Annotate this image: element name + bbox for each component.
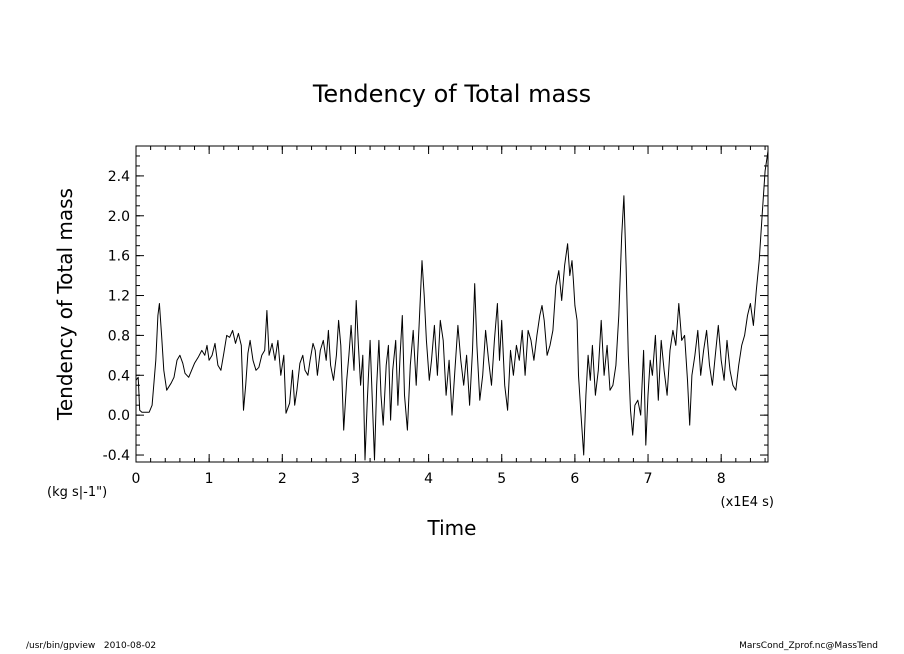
x-tick-label: 8 <box>717 471 726 487</box>
plot-frame <box>135 145 769 463</box>
x-tick-label: 6 <box>570 471 579 487</box>
y-tick-label: 2.0 <box>108 209 130 225</box>
footer-right: MarsCond_Zprof.nc@MassTend <box>739 641 878 651</box>
x-tick-label: 3 <box>351 471 360 487</box>
series-line <box>135 150 769 461</box>
x-tick-label: 0 <box>132 471 141 487</box>
x-tick-label: 2 <box>278 471 287 487</box>
x-tick-label: 7 <box>644 471 653 487</box>
y-tick-label: 0.0 <box>108 408 130 424</box>
y-unit-label: (kg s|-1") <box>47 485 107 500</box>
y-tick-label: 0.4 <box>108 368 130 384</box>
y-tick-label: 0.8 <box>108 328 130 344</box>
x-tick-label: 5 <box>497 471 506 487</box>
y-axis-label: Tendency of Total mass <box>53 188 77 421</box>
x-axis-label: Time <box>427 516 477 540</box>
x-tick-label: 4 <box>424 471 433 487</box>
chart-title: Tendency of Total mass <box>312 80 591 108</box>
y-tick-label: -0.4 <box>103 448 130 464</box>
y-tick-label: 2.4 <box>108 169 130 185</box>
series-layer <box>135 150 769 461</box>
x-tick-label: 1 <box>205 471 214 487</box>
y-axis-ticks: -0.4 0.0 0.4 0.8 1.2 1.6 2.0 2.4 <box>103 155 768 464</box>
footer-left: /usr/bin/gpview 2010-08-02 <box>26 641 157 651</box>
y-tick-label: 1.2 <box>108 289 130 305</box>
y-tick-label: 1.6 <box>108 249 130 265</box>
x-axis-ticks: 0 1 2 3 4 5 6 7 8 <box>132 146 766 487</box>
x-unit-label: (x1E4 s) <box>721 495 775 510</box>
